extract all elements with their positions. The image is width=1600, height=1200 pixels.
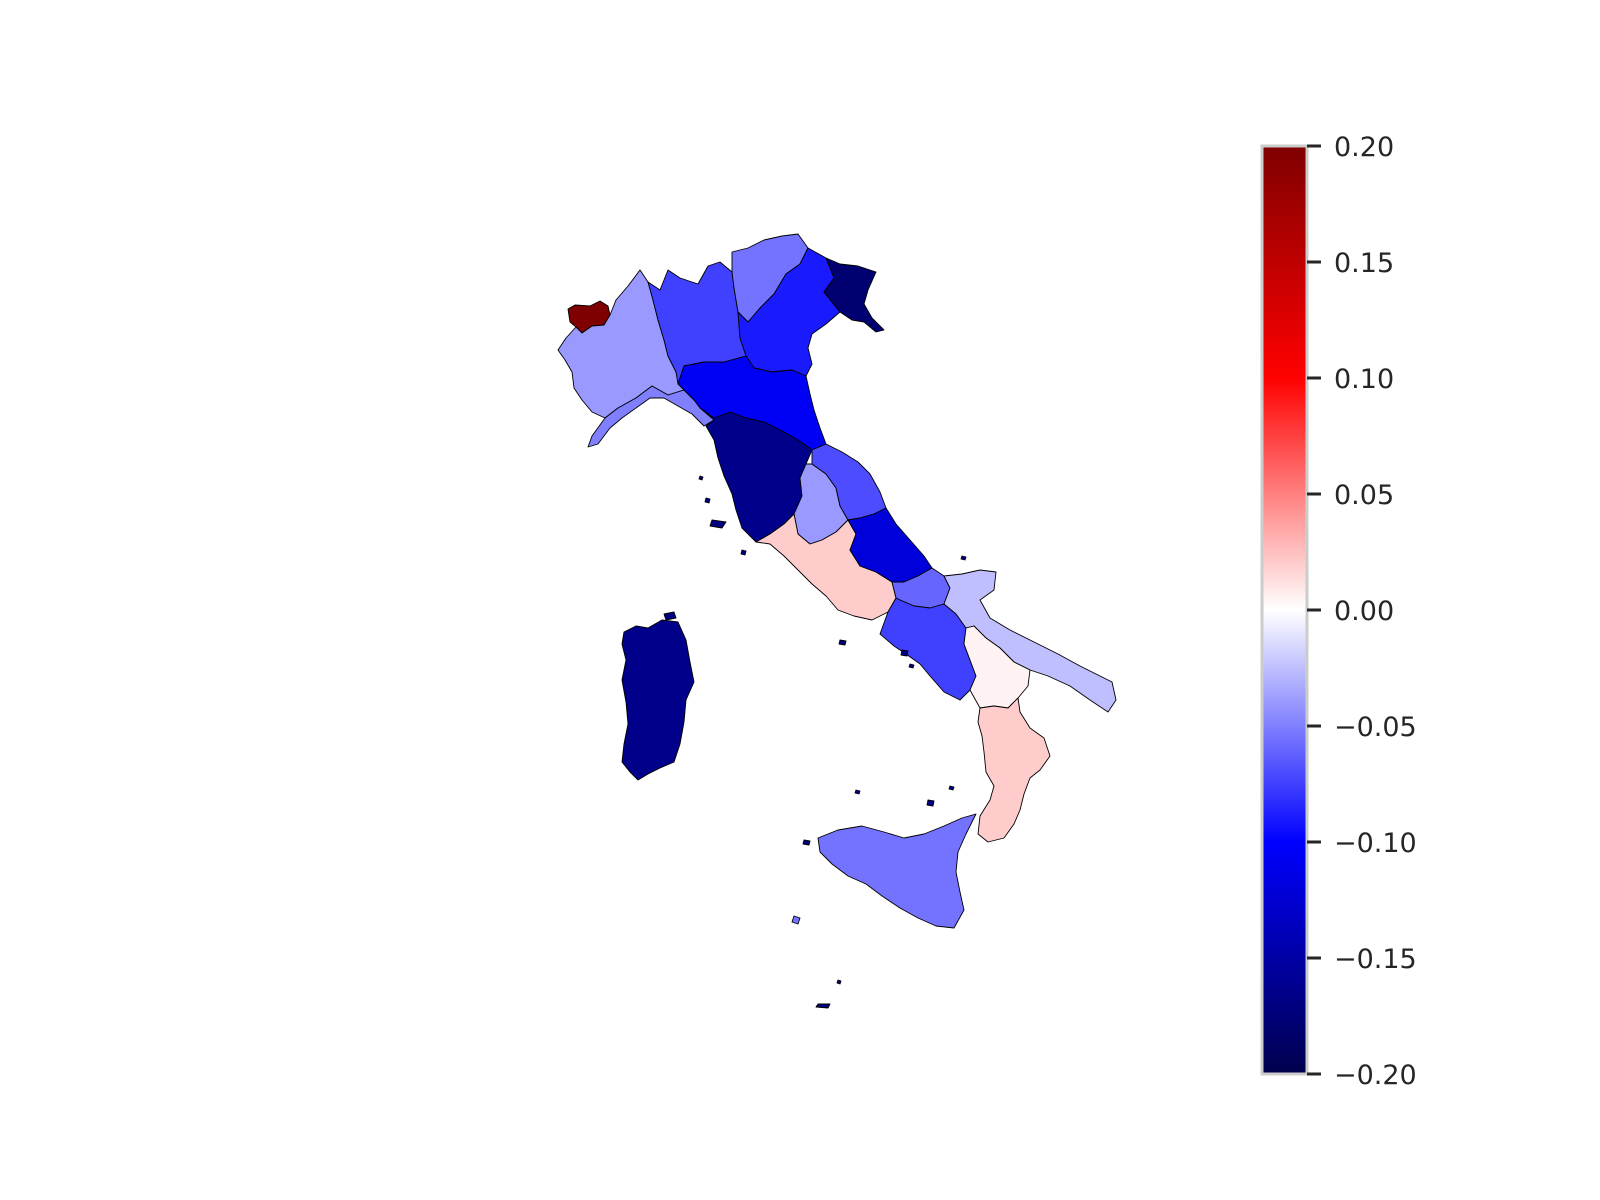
islet-egadi xyxy=(802,839,811,846)
islet-tremiti xyxy=(960,555,967,561)
islet-elba xyxy=(709,519,727,529)
region-friuli-venezia-giulia[interactable] xyxy=(823,257,885,333)
map-islets xyxy=(663,475,967,1009)
colorbar: 0.20 0.15 0.10 0.05 0.00 −0.05 −0.10 −0.15 −0.20 xyxy=(1260,132,1417,1091)
islet-lampedusa xyxy=(815,1003,831,1009)
islet-capri xyxy=(908,663,915,669)
colorbar-tick-label: −0.15 xyxy=(1334,944,1417,975)
colorbar-tick-label: 0.10 xyxy=(1334,364,1394,395)
region-abruzzo[interactable] xyxy=(847,507,933,583)
islet-ponza xyxy=(838,639,847,646)
region-sicilia[interactable] xyxy=(817,813,977,929)
region-sardegna[interactable] xyxy=(621,619,695,781)
islet-gorgona xyxy=(698,475,704,481)
colorbar-tick-label: −0.20 xyxy=(1334,1060,1417,1091)
islet-capraia xyxy=(704,497,711,504)
colorbar-tick-label: 0.00 xyxy=(1334,596,1394,627)
islet-ischia xyxy=(900,649,909,657)
colorbar-tick-label: 0.05 xyxy=(1334,480,1394,511)
colorbar-ticks: 0.20 0.15 0.10 0.05 0.00 −0.05 −0.10 −0.15 −0.20 xyxy=(1307,132,1417,1091)
islet-lipari xyxy=(926,799,935,807)
region-calabria[interactable] xyxy=(977,697,1051,843)
map-regions xyxy=(557,233,1117,929)
islet-stromboli xyxy=(948,785,955,791)
colorbar-gradient xyxy=(1260,144,1309,1076)
colorbar-tick-label: 0.20 xyxy=(1334,132,1394,163)
islet-sardinia-north xyxy=(663,611,677,621)
colorbar-tick-label: −0.10 xyxy=(1334,828,1417,859)
colorbar-tick-label: 0.15 xyxy=(1334,248,1394,279)
islet-giglio xyxy=(740,549,747,556)
islet-ustica xyxy=(854,789,861,795)
region-sicilia-islet xyxy=(791,915,801,925)
islet-linosa xyxy=(836,979,842,985)
colorbar-tick-label: −0.05 xyxy=(1334,712,1417,743)
